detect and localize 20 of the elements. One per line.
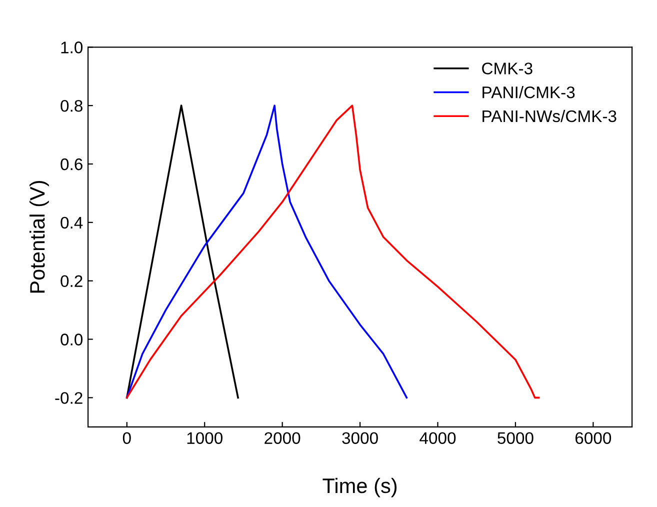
- legend-label: PANI-NWs/CMK-3: [482, 110, 616, 122]
- x-tick-label: 4000: [420, 432, 456, 444]
- y-tick-label: -0.2: [55, 392, 82, 404]
- y-tick-label: 0.0: [60, 334, 83, 346]
- legend-label: PANI/CMK-3: [482, 86, 575, 98]
- y-tick-label: 0.4: [60, 216, 83, 229]
- x-tick-label: 1000: [187, 432, 222, 444]
- x-tick-label: 0: [122, 432, 131, 444]
- x-tick-label: 6000: [575, 432, 612, 444]
- y-tick-label: 0.8: [60, 100, 82, 112]
- x-tick-label: 2000: [264, 432, 300, 444]
- y-axis-title: Potential (V): [29, 180, 49, 293]
- x-tick-label: 5000: [498, 432, 534, 444]
- y-tick-label: 0.6: [60, 158, 82, 170]
- y-tick-label: 1.0: [61, 42, 83, 54]
- line-series: [126, 104, 408, 399]
- y-tick-label: 0.2: [60, 275, 82, 288]
- x-axis-title: Time (s): [322, 478, 397, 498]
- legend-label: CMK-3: [482, 62, 532, 74]
- x-tick-label: 3000: [342, 432, 378, 444]
